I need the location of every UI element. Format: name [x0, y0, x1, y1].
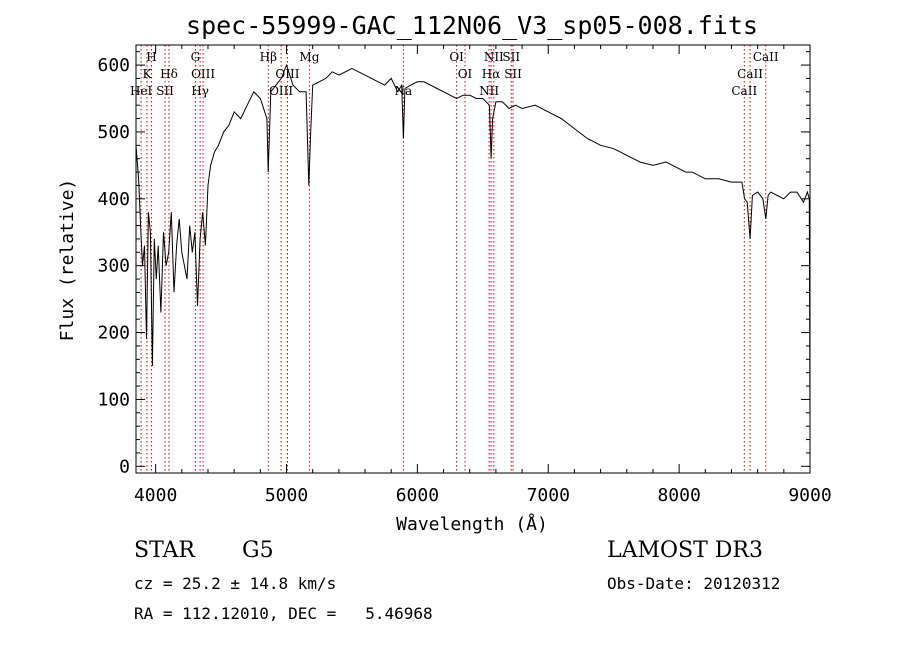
y-tick-label: 500 — [97, 122, 130, 143]
spectrum-line — [135, 63, 811, 427]
y-tick-label: 400 — [97, 189, 130, 210]
line-label: Hδ — [160, 67, 178, 81]
y-tick-label: 100 — [97, 389, 130, 410]
line-label: CaII — [731, 84, 757, 98]
line-label: OI — [449, 50, 464, 64]
line-label: NII — [484, 50, 504, 64]
x-tick-label: 4000 — [134, 485, 177, 506]
line-label: Hβ — [260, 50, 277, 64]
line-label: HeI — [130, 84, 153, 98]
line-label: G — [191, 50, 201, 64]
ra-dec: RA = 112.12010, DEC = 5.46968 — [134, 604, 433, 623]
line-label: OIII — [275, 67, 299, 81]
line-label: Hγ — [191, 84, 209, 98]
line-label: OI — [458, 67, 473, 81]
line-label: NII — [479, 84, 499, 98]
survey-name: LAMOST DR3 — [607, 538, 763, 563]
line-label: SII — [502, 50, 520, 64]
observation-date: Obs-Date: 20120312 — [607, 574, 781, 593]
x-axis: 4000 5000 6000 7000 8000 9000 — [134, 45, 832, 506]
y-tick-label: 600 — [97, 55, 130, 76]
x-tick-label: 9000 — [788, 485, 831, 506]
chart-title: spec-55999-GAC_112N06_V3_sp05-008.fits — [186, 11, 758, 40]
line-markers — [140, 45, 767, 473]
line-label: OIII — [269, 84, 293, 98]
plot-frame — [135, 44, 811, 474]
y-tick-label: 0 — [119, 456, 130, 477]
y-axis: 0 100 200 300 400 500 600 — [97, 51, 810, 477]
redshift-cz: cz = 25.2 ± 14.8 km/s — [134, 574, 337, 593]
line-label: K — [143, 67, 153, 81]
line-label: Mg — [299, 50, 319, 64]
line-label: SII — [504, 67, 522, 81]
line-label: Na — [395, 84, 413, 98]
y-axis-label: Flux (relative) — [57, 179, 78, 342]
y-tick-label: 300 — [97, 256, 130, 277]
line-label: SII — [156, 84, 174, 98]
line-label: CaII — [737, 67, 763, 81]
x-tick-label: 5000 — [265, 485, 308, 506]
x-tick-label: 6000 — [396, 485, 439, 506]
object-subclass: G5 — [242, 538, 274, 563]
line-labels: HeIKHSIIHδGHγOIIIHβOIIIOIIIMgNaOIOINIIHα… — [130, 50, 779, 98]
x-tick-label: 7000 — [527, 485, 570, 506]
line-label: H — [146, 50, 156, 64]
y-tick-label: 200 — [97, 323, 130, 344]
x-axis-label: Wavelength (Å) — [396, 513, 548, 535]
line-label: Hα — [482, 67, 501, 81]
x-tick-label: 8000 — [657, 485, 700, 506]
object-class: STAR — [134, 538, 195, 563]
line-label: OIII — [191, 67, 215, 81]
line-label: CaII — [753, 50, 779, 64]
